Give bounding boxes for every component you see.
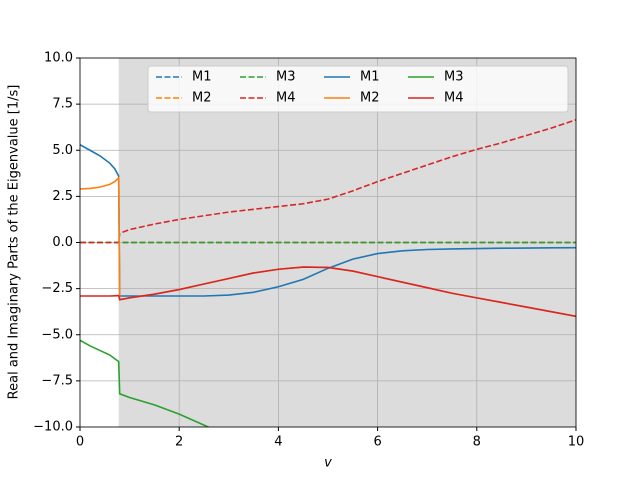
series-line — [80, 266, 576, 318]
legend-label: M3 — [444, 70, 464, 85]
y-axis-label: Real and Imaginary Parts of the Eigenval… — [7, 85, 22, 400]
legend-label: M2 — [360, 91, 380, 106]
series-line — [80, 144, 576, 297]
x-tick-label: 0 — [76, 435, 84, 450]
x-tick-label: 2 — [175, 435, 183, 450]
y-tick-label: 7.5 — [52, 97, 73, 112]
y-tick-label: −5.0 — [41, 327, 73, 342]
legend-label: M3 — [276, 70, 296, 85]
x-tick-label: 10 — [568, 435, 585, 450]
y-tick-label: −2.5 — [41, 281, 73, 296]
y-tick-label: 10.0 — [44, 51, 73, 66]
legend-label: M1 — [360, 70, 380, 85]
legend-label: M4 — [276, 91, 296, 106]
series-line — [80, 339, 211, 427]
x-tick-label: 8 — [473, 435, 481, 450]
plot-lines — [80, 119, 576, 427]
legend-label: M2 — [192, 91, 212, 106]
y-tick-label: −10.0 — [33, 420, 73, 435]
y-tick-label: −7.5 — [41, 373, 73, 388]
series-line — [80, 119, 576, 244]
y-tick-label: 2.5 — [52, 189, 73, 204]
y-tick-label: 0.0 — [52, 235, 73, 250]
y-tick-label: 5.0 — [52, 143, 73, 158]
legend-label: M1 — [192, 70, 212, 85]
legend-label: M4 — [444, 91, 464, 106]
x-tick-label: 6 — [373, 435, 381, 450]
x-tick-label: 4 — [274, 435, 282, 450]
x-axis-label: v — [324, 456, 332, 471]
axes-frame — [79, 57, 577, 428]
